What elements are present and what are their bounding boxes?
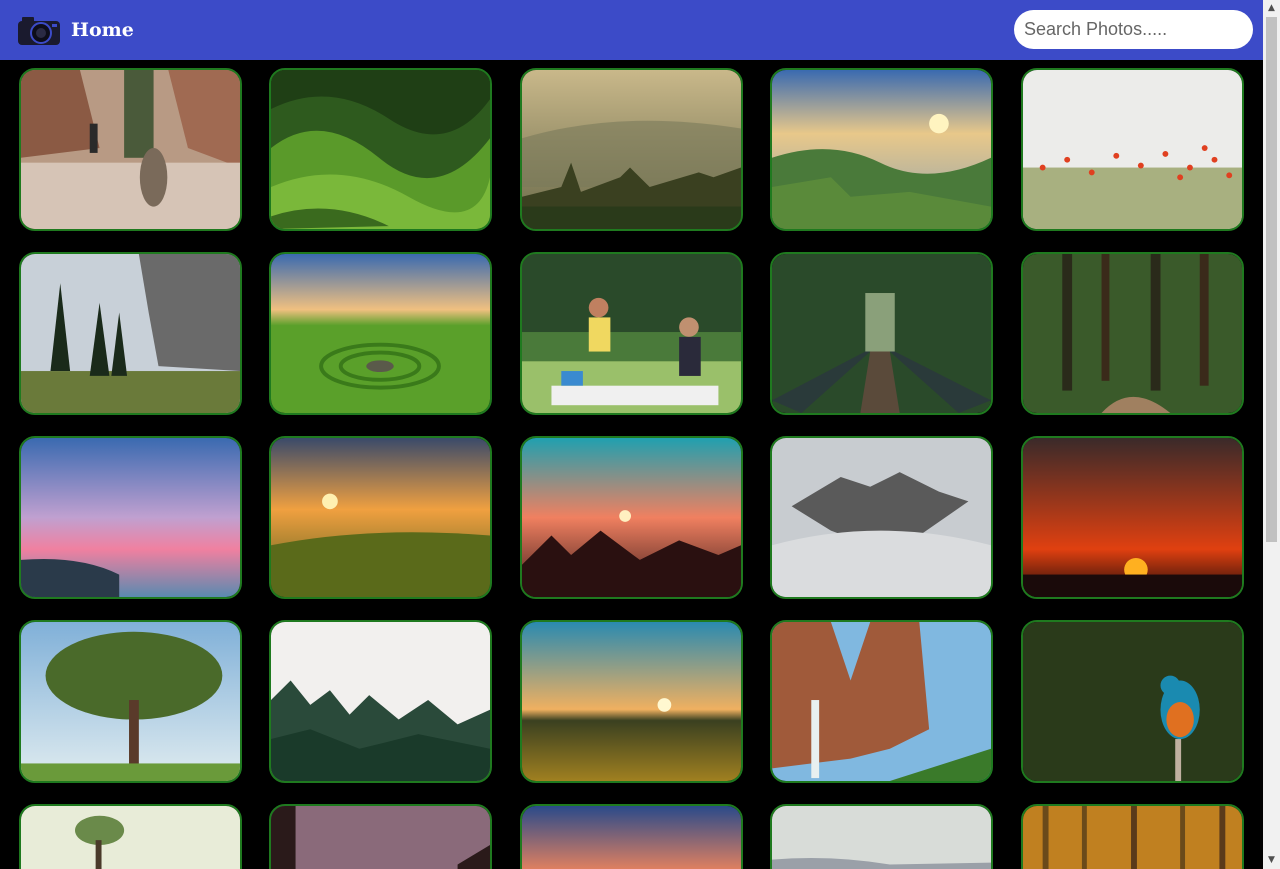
photo-pink-sunset-beach bbox=[21, 438, 240, 597]
photo-pale-horizon bbox=[772, 806, 991, 869]
home-link[interactable]: Home bbox=[71, 19, 134, 41]
photo-forest-path bbox=[1023, 254, 1242, 413]
photo-fairy-glen-spiral bbox=[271, 254, 490, 413]
photo-card[interactable] bbox=[520, 804, 743, 869]
photo-red-sky-jumper bbox=[1023, 438, 1242, 597]
photo-card[interactable] bbox=[269, 620, 492, 783]
photo-card[interactable] bbox=[520, 68, 743, 231]
navbar: Home bbox=[0, 0, 1263, 60]
photo-lone-tree bbox=[21, 622, 240, 781]
photo-card[interactable] bbox=[1021, 804, 1244, 869]
vertical-scrollbar[interactable]: ▲ ▼ bbox=[1263, 0, 1280, 869]
photo-card[interactable] bbox=[1021, 68, 1244, 231]
photo-card[interactable] bbox=[520, 620, 743, 783]
photo-poppy-field bbox=[1023, 70, 1242, 229]
photo-forest-bridge bbox=[772, 254, 991, 413]
photo-card[interactable] bbox=[269, 68, 492, 231]
photo-kingfisher bbox=[1023, 622, 1242, 781]
photo-misty-mountain-peak bbox=[772, 438, 991, 597]
photo-card[interactable] bbox=[19, 252, 242, 415]
photo-picnic-couple bbox=[522, 254, 741, 413]
photo-rock-valley-sunrise bbox=[522, 70, 741, 229]
photo-blurred-tree bbox=[21, 806, 240, 869]
photo-card[interactable] bbox=[19, 436, 242, 599]
photo-card[interactable] bbox=[269, 436, 492, 599]
photo-green-hills bbox=[271, 70, 490, 229]
photo-card[interactable] bbox=[269, 252, 492, 415]
photo-purple-dusk bbox=[271, 806, 490, 869]
photo-gallery bbox=[0, 60, 1263, 869]
photo-card[interactable] bbox=[770, 620, 993, 783]
photo-hiker-canyon bbox=[21, 70, 240, 229]
photo-waterfall-canyon bbox=[772, 622, 991, 781]
photo-autumn-forest bbox=[1023, 806, 1242, 869]
photo-foggy-pine-forest bbox=[271, 622, 490, 781]
photo-teal-sunset-silhouette bbox=[522, 438, 741, 597]
scroll-thumb[interactable] bbox=[1266, 17, 1277, 542]
photo-dramatic-sky bbox=[522, 806, 741, 869]
photo-yosemite-cliff bbox=[21, 254, 240, 413]
photo-card[interactable] bbox=[520, 436, 743, 599]
scroll-down-arrow-icon[interactable]: ▼ bbox=[1268, 855, 1275, 865]
photo-card[interactable] bbox=[770, 68, 993, 231]
photo-mountain-clouds-sunset bbox=[772, 70, 991, 229]
scroll-up-arrow-icon[interactable]: ▲ bbox=[1268, 3, 1275, 13]
search-input[interactable] bbox=[1014, 10, 1253, 49]
photo-wheat-field-sunset bbox=[522, 622, 741, 781]
photo-card[interactable] bbox=[1021, 436, 1244, 599]
photo-golden-sunset-meadow bbox=[271, 438, 490, 597]
photo-card[interactable] bbox=[1021, 252, 1244, 415]
photo-card[interactable] bbox=[269, 804, 492, 869]
photo-card[interactable] bbox=[19, 804, 242, 869]
photo-card[interactable] bbox=[19, 68, 242, 231]
photo-card[interactable] bbox=[770, 252, 993, 415]
photo-card[interactable] bbox=[770, 804, 993, 869]
photo-card[interactable] bbox=[520, 252, 743, 415]
photo-card[interactable] bbox=[770, 436, 993, 599]
camera-icon[interactable] bbox=[16, 13, 62, 47]
photo-card[interactable] bbox=[19, 620, 242, 783]
photo-card[interactable] bbox=[1021, 620, 1244, 783]
